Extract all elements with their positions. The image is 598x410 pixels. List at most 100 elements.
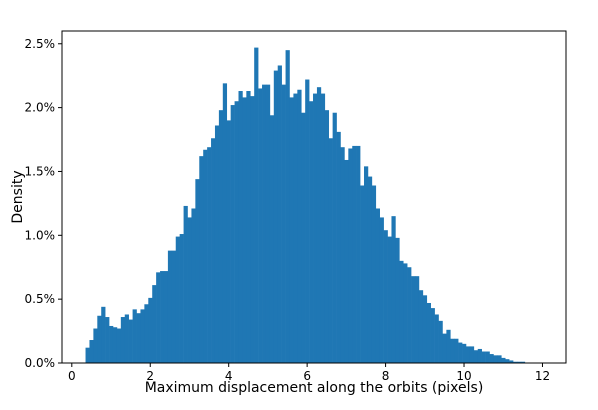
histogram-bar xyxy=(434,314,439,363)
histogram-bar xyxy=(364,166,369,363)
histogram-bar xyxy=(356,145,361,363)
histogram-bar xyxy=(450,338,455,363)
histogram-bar xyxy=(446,329,451,363)
histogram-bar xyxy=(320,93,326,364)
y-tick-label: 1.0% xyxy=(25,228,56,242)
histogram-bar xyxy=(211,138,216,363)
histogram-bar xyxy=(297,89,302,363)
histogram-bar xyxy=(128,319,133,363)
histogram-bar xyxy=(187,217,192,363)
x-tick-label: 4 xyxy=(225,369,233,383)
histogram-bar xyxy=(387,236,392,363)
histogram-bar xyxy=(269,115,275,364)
histogram-bar xyxy=(520,361,526,363)
histogram-bar xyxy=(348,148,353,363)
histogram-bar xyxy=(391,216,396,363)
histogram-bar xyxy=(481,351,486,363)
histogram-bar xyxy=(109,325,114,363)
x-axis: 0 2 4 6 8 10 12 xyxy=(68,363,550,383)
histogram-bar xyxy=(234,101,239,363)
histogram-bar xyxy=(207,147,212,363)
histogram-bar xyxy=(148,297,153,363)
y-tick-label: 2.0% xyxy=(25,101,56,115)
histogram-bar xyxy=(105,317,110,363)
histogram-bar xyxy=(293,93,298,364)
histogram-bar xyxy=(324,110,330,364)
histogram-bar xyxy=(332,112,337,363)
histogram-bar xyxy=(112,327,118,363)
histogram-bar xyxy=(136,313,141,363)
histogram-bar xyxy=(305,79,310,364)
histogram-bar xyxy=(422,295,428,363)
histogram-bar xyxy=(191,208,196,363)
y-tick-label: 0.0% xyxy=(25,356,56,370)
histogram-bar xyxy=(395,237,400,363)
histogram-bar xyxy=(367,176,373,363)
histogram-bar xyxy=(513,361,518,363)
histogram-bar xyxy=(242,97,247,364)
histogram-bar xyxy=(505,359,510,363)
histogram-bar xyxy=(203,149,208,363)
histogram-bar xyxy=(93,328,98,363)
histogram-bar xyxy=(277,65,282,363)
histogram-bar xyxy=(281,84,286,363)
histogram-bar xyxy=(273,70,279,363)
histogram-bar xyxy=(285,50,290,364)
histogram-bar xyxy=(230,105,235,364)
histogram-bar xyxy=(301,112,306,363)
histogram-bar xyxy=(246,91,251,363)
histogram-bar xyxy=(414,276,420,363)
histogram-bar xyxy=(316,87,322,363)
histogram-bar xyxy=(485,351,490,363)
histogram-bar xyxy=(458,342,463,363)
histogram-bar xyxy=(473,350,479,363)
histogram-bar xyxy=(89,340,94,363)
histogram-bar xyxy=(120,317,126,363)
histogram-bar xyxy=(411,276,416,363)
y-tick-label: 0.5% xyxy=(25,292,56,306)
histogram-bar xyxy=(489,354,494,363)
histogram-bar xyxy=(175,236,180,363)
histogram-bar xyxy=(156,272,161,363)
histogram-bar xyxy=(132,309,137,363)
x-tick-label: 12 xyxy=(535,369,550,383)
histogram-bar xyxy=(438,320,443,363)
histogram-bar xyxy=(493,355,498,363)
histogram-bar xyxy=(418,290,424,363)
histogram-bar xyxy=(262,84,267,363)
histogram-bar xyxy=(167,250,173,363)
histogram-bar xyxy=(163,271,169,363)
histogram-bar xyxy=(344,159,349,363)
histogram-bar xyxy=(313,93,318,364)
histogram-bar xyxy=(179,234,184,363)
plot-frame xyxy=(61,30,567,364)
histogram-bar xyxy=(430,308,435,363)
histogram-bar xyxy=(254,47,259,363)
histogram-bar xyxy=(442,333,447,363)
histogram-bar xyxy=(360,185,365,363)
histogram-bar xyxy=(469,346,475,363)
histogram-bar xyxy=(426,302,431,363)
histogram-bar xyxy=(328,138,333,363)
histogram-bars xyxy=(85,47,526,364)
histogram-bar xyxy=(144,304,149,363)
histogram-bar xyxy=(258,88,263,363)
histogram-bar xyxy=(226,120,231,363)
histogram-bar xyxy=(465,346,471,363)
histogram-bar xyxy=(336,131,341,363)
histogram-bar xyxy=(124,314,129,363)
x-tick-label: 2 xyxy=(146,369,154,383)
x-tick-label: 6 xyxy=(303,369,311,383)
histogram-bar xyxy=(140,309,145,363)
x-axis-label: Maximum displacement along the orbits (p… xyxy=(145,380,484,396)
histogram-bar xyxy=(152,285,157,363)
histogram-bar xyxy=(309,101,314,363)
histogram-bar xyxy=(97,315,102,363)
histogram-bar xyxy=(250,96,255,363)
y-tick-label: 2.5% xyxy=(25,37,56,51)
histogram-bar xyxy=(265,84,271,363)
histogram-bar xyxy=(218,110,224,364)
y-tick-label: 1.5% xyxy=(25,164,56,178)
histogram-bar xyxy=(116,328,122,363)
